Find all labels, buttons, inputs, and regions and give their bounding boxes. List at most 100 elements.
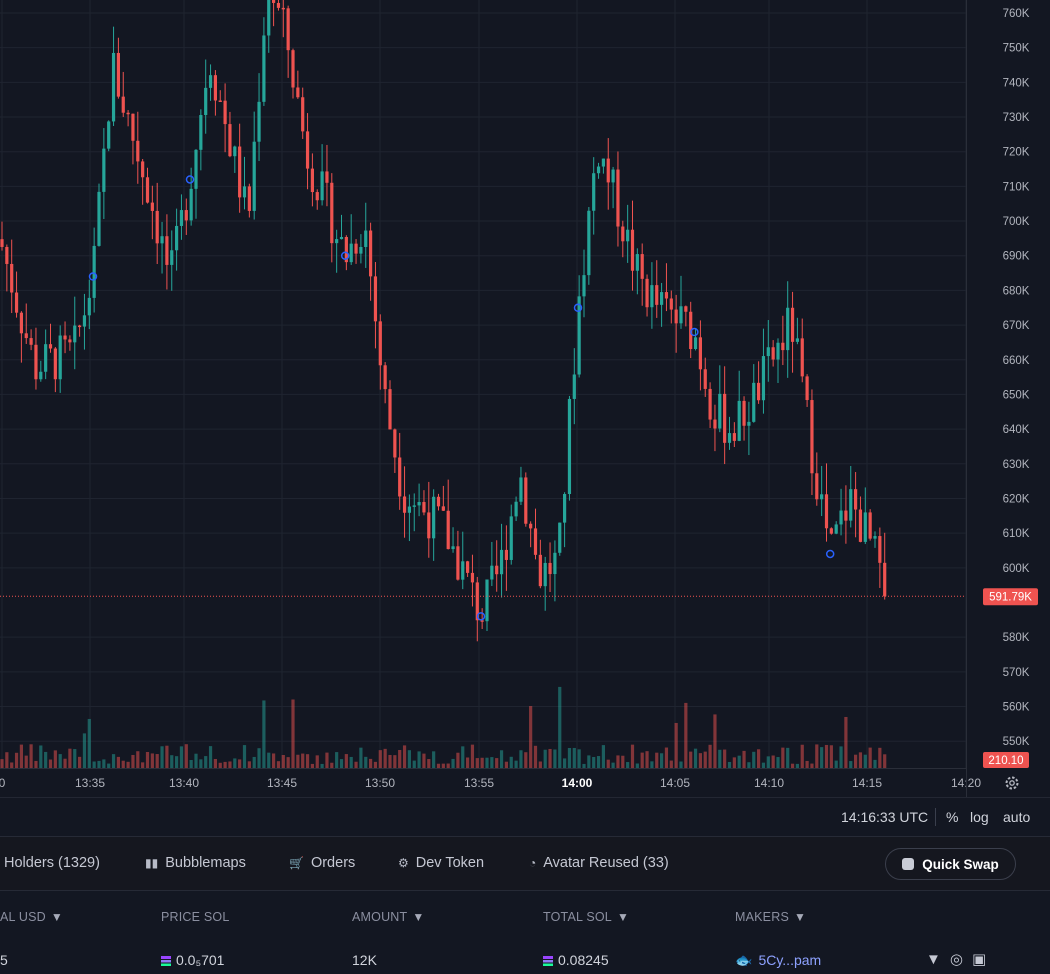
header-total-usd[interactable]: AL USD ▼	[0, 890, 63, 944]
volume-bar	[19, 744, 23, 768]
trade-marker[interactable]	[573, 303, 583, 312]
price-tick-label: 750K	[1003, 43, 1030, 55]
volume-bar	[68, 748, 72, 768]
volume-bar	[529, 706, 533, 768]
volume-bar	[684, 702, 688, 768]
volume-bar	[630, 744, 635, 768]
volume-bar	[160, 746, 164, 768]
volume-bar	[596, 756, 601, 768]
volume-bar	[170, 755, 174, 768]
tab-dev-token[interactable]: ⚙ Dev Token	[398, 837, 484, 890]
tab-orders[interactable]: 🛒 Orders	[289, 837, 355, 890]
candle-body	[121, 96, 125, 113]
candle-body	[461, 561, 465, 580]
cell-maker-value[interactable]: 5Cy...pam	[758, 952, 822, 968]
candle-body	[485, 579, 489, 622]
time-tick-label: 14:05	[660, 776, 690, 790]
trade-marker[interactable]	[88, 272, 98, 281]
candle-body	[383, 365, 387, 390]
candle-body	[766, 347, 770, 357]
volume-bar	[121, 760, 125, 768]
filter-icon[interactable]: ▼	[412, 910, 425, 924]
candle-body	[543, 562, 547, 587]
volume-bar	[572, 747, 576, 768]
volume-bar	[73, 749, 77, 768]
volume-bar	[102, 759, 106, 768]
candle-body	[693, 337, 698, 349]
candle-body	[291, 50, 295, 88]
header-makers[interactable]: MAKERS ▼	[735, 890, 806, 944]
tab-holders[interactable]: Holders (1329)	[4, 837, 100, 890]
candle-body	[529, 523, 533, 529]
header-total-sol[interactable]: TOTAL SOL ▼	[543, 890, 629, 944]
candle-body	[679, 306, 683, 324]
volume-bar	[679, 761, 683, 768]
tab-avatar-reused[interactable]: ◔ Avatar Reused (33)	[529, 837, 669, 890]
price-tick-label: 660K	[1003, 355, 1030, 367]
search-icon[interactable]: ◎	[949, 951, 963, 968]
volume-bar	[824, 744, 829, 768]
candle-body	[839, 510, 843, 525]
filter-icon[interactable]: ▼	[50, 910, 63, 924]
volume-bar	[34, 760, 38, 768]
table-row[interactable]: 5 0.0₅701 12K 0.08245 🐟 5Cy...pam ▼ ◎ ▣	[0, 944, 1050, 974]
volume-bar	[820, 747, 824, 768]
volume-bar	[834, 760, 838, 768]
volume-bar	[228, 761, 232, 768]
volume-bar	[373, 761, 378, 768]
candle-body	[790, 307, 795, 342]
trade-marker[interactable]	[340, 251, 350, 260]
candle-body	[257, 101, 261, 142]
candle-body	[650, 285, 654, 308]
volume-bar	[475, 758, 479, 768]
solana-icon	[543, 956, 553, 966]
candle-body	[873, 536, 877, 539]
trade-marker[interactable]	[825, 549, 835, 559]
trade-marker[interactable]	[476, 612, 486, 621]
settings-gear-icon[interactable]	[1005, 776, 1019, 790]
auto-scale-toggle[interactable]: auto	[1003, 809, 1031, 825]
volume-bar	[398, 749, 402, 768]
candle-body	[684, 306, 688, 312]
candle-body	[446, 510, 450, 550]
candle-body	[330, 182, 334, 244]
wallet-icon[interactable]: ▣	[971, 951, 987, 968]
log-scale-toggle[interactable]: log	[970, 809, 989, 825]
volume-bar	[369, 758, 373, 768]
volume-bar	[223, 761, 227, 768]
percent-scale-toggle[interactable]: %	[946, 809, 959, 825]
price-chart[interactable]: 760K 750K 740K 730K 720K 710K 700K 690K 680K 670K…	[0, 0, 1050, 797]
volume-bar	[626, 762, 630, 768]
volume-bar	[456, 752, 460, 768]
volume-bar	[616, 755, 620, 768]
candle-body	[524, 477, 528, 524]
candle-body	[233, 146, 237, 157]
header-amount[interactable]: AMOUNT ▼	[352, 890, 424, 944]
trade-marker[interactable]	[690, 327, 699, 337]
quick-swap-button[interactable]: Quick Swap	[885, 848, 1016, 880]
candle-body	[863, 512, 867, 542]
volume-bar	[141, 762, 145, 768]
cell-maker[interactable]: 🐟 5Cy...pam	[735, 952, 821, 969]
tab-bubblemaps[interactable]: ▮▮ Bubblemaps	[145, 837, 246, 890]
candle-body	[596, 166, 601, 174]
volume-bar	[873, 759, 877, 768]
candle-body	[495, 565, 499, 575]
filter-icon[interactable]: ▼	[926, 951, 941, 968]
filter-icon[interactable]: ▼	[616, 910, 630, 924]
volume-bar	[247, 761, 251, 768]
volume-bar	[480, 757, 484, 768]
filter-icon[interactable]: ▼	[794, 910, 807, 924]
candle-body	[572, 374, 576, 399]
candle-body	[732, 433, 736, 441]
volume-bar	[742, 750, 746, 768]
volume-bar	[524, 752, 528, 768]
volume-bar	[640, 752, 644, 768]
volume-bar	[281, 755, 285, 768]
candle-body	[145, 177, 150, 203]
candle-body	[587, 210, 591, 276]
trade-marker[interactable]	[185, 175, 195, 184]
volume-bar	[92, 761, 96, 768]
fish-icon: 🐟	[735, 952, 753, 968]
candle-body	[5, 246, 9, 264]
